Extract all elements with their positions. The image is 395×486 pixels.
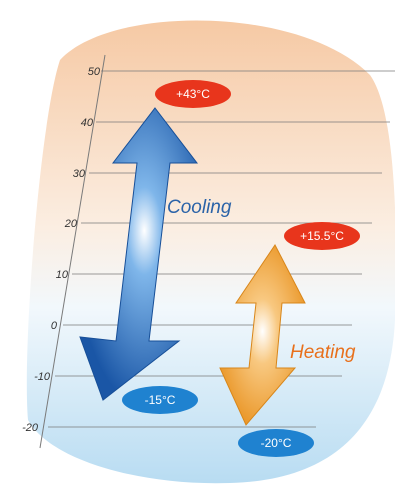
heating-max-badge-shape <box>284 222 360 250</box>
heating-min-badge: -20°C <box>238 429 314 457</box>
heating-arrow-shape <box>219 244 306 426</box>
heating-max-text: +15.5°C <box>300 229 344 243</box>
cooling-min-badge-shape <box>122 386 198 414</box>
tick-label-30: 30 <box>73 168 86 180</box>
tick-label-20: 20 <box>64 218 78 230</box>
tick-labels: 50 40 30 20 10 0 -10 -20 <box>22 66 101 434</box>
heating-min-badge-shape <box>238 429 314 457</box>
cooling-label: Cooling <box>167 197 232 218</box>
tick-label-minus10: -10 <box>34 371 51 383</box>
tick-label-10: 10 <box>56 269 69 281</box>
heating-max-badge: +15.5°C <box>284 222 360 250</box>
cooling-range-arrow <box>79 107 199 401</box>
cooling-arrow-shape <box>79 107 199 401</box>
tick-label-40: 40 <box>81 117 94 129</box>
heating-label: Heating <box>290 342 356 363</box>
cooling-max-badge: +43°C <box>155 80 231 108</box>
tick-label-0: 0 <box>51 320 58 332</box>
cooling-min-text: -15°C <box>145 393 176 407</box>
cooling-max-text: +43°C <box>176 87 210 101</box>
tick-label-minus20: -20 <box>22 422 39 434</box>
cooling-min-badge: -15°C <box>122 386 198 414</box>
tick-label-50: 50 <box>88 66 101 78</box>
heating-range-arrow <box>219 244 306 426</box>
heating-min-text: -20°C <box>261 436 292 450</box>
cooling-max-badge-shape <box>155 80 231 108</box>
temperature-axis <box>39 54 106 449</box>
